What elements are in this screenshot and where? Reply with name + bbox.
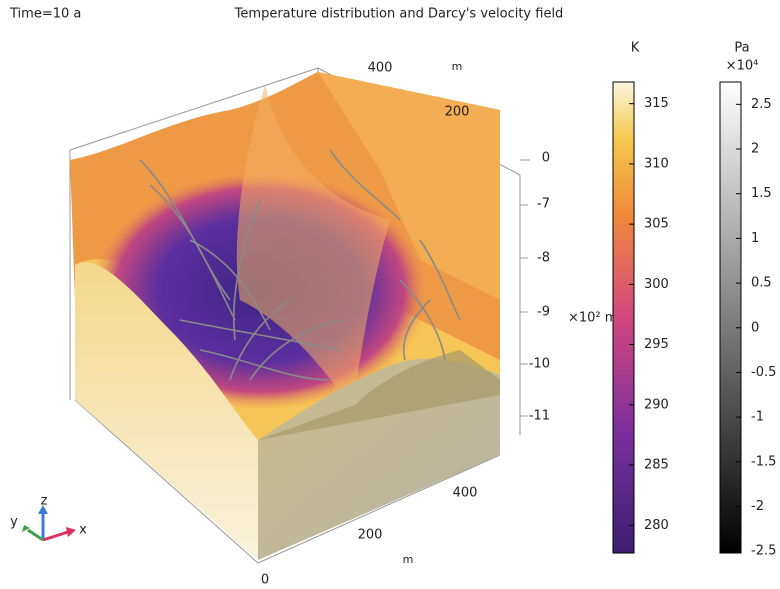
- colorbar-tick-label: 290: [644, 397, 669, 412]
- z-tick: -7: [537, 197, 550, 212]
- colorbar-tick-label: 280: [644, 518, 669, 533]
- front-tick: 0: [261, 573, 269, 588]
- triad-label: x: [79, 523, 87, 538]
- plot-title: Temperature distribution and Darcy's vel…: [234, 7, 564, 22]
- colorbar-tick-label: -2: [751, 499, 764, 514]
- colorbar-tick-label: -2.5: [751, 544, 776, 559]
- triad-label: z: [41, 494, 48, 509]
- colorbars: K 315 310 305 300 295 290 285 280 Pa ×10⁴ 2.5 2 1.5 1 0…: [613, 41, 776, 559]
- colorbar-tick-label: 2: [751, 142, 759, 157]
- colorbar-tick-label: 305: [644, 217, 669, 232]
- colorbar-tick-label: -1: [751, 410, 764, 425]
- colorbar-tick-label: 1: [751, 231, 759, 246]
- z-tick: -8: [537, 251, 550, 266]
- colorbar-tick-label: 285: [644, 458, 669, 473]
- z-tick: 0: [542, 151, 550, 166]
- back-unit: m: [452, 60, 463, 73]
- z-unit: ×10² m: [568, 311, 617, 326]
- triad-label: y: [10, 515, 18, 530]
- colorbar-tick-label: 300: [644, 277, 669, 292]
- colorbar-tick-label: 315: [644, 96, 669, 111]
- colorbar-unit: Pa: [734, 41, 749, 56]
- colorbar-tick-label: 310: [644, 156, 669, 171]
- colorbar: [613, 82, 634, 553]
- colorbar-tick-label: -1.5: [751, 454, 776, 469]
- front-tick: 200: [358, 528, 383, 543]
- plot: Time=10 a Temperature distribution and D…: [0, 0, 780, 589]
- colorbar: [720, 82, 741, 553]
- front-unit: m: [403, 553, 414, 566]
- colorbar-tick-label: 0: [751, 320, 759, 335]
- colorbar-tick-label: -0.5: [751, 365, 776, 380]
- front-tick: 400: [453, 486, 478, 501]
- colorbar-unit: K: [631, 41, 640, 56]
- back-tick: 200: [445, 105, 470, 120]
- colorbar-tick-label: 2.5: [751, 97, 772, 112]
- z-tick: -9: [537, 305, 550, 320]
- z-tick: -11: [529, 409, 550, 424]
- back-tick: 400: [368, 61, 393, 76]
- triad: z x y: [10, 494, 87, 541]
- colorbar-tick-label: 295: [644, 337, 669, 352]
- colorbar-tick-label: 0.5: [751, 276, 772, 291]
- colorbar-tick-label: 1.5: [751, 186, 772, 201]
- z-tick: -10: [529, 357, 550, 372]
- time-label: Time=10 a: [9, 7, 81, 22]
- colorbar-exponent: ×10⁴: [726, 59, 759, 74]
